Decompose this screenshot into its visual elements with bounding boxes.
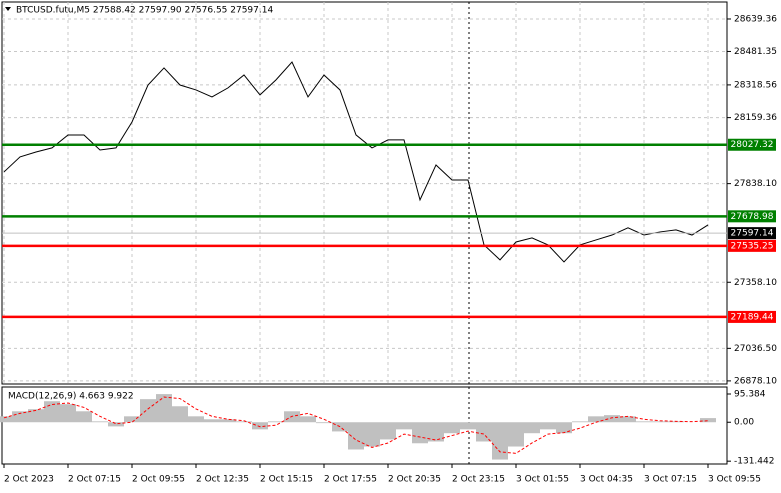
chart-title: BTCUSD.futu,M5 27588.42 27597.90 27576.5… — [16, 6, 273, 16]
macd-bar — [76, 411, 92, 423]
macd-bar — [396, 422, 412, 430]
macd-bar — [476, 422, 492, 442]
y-tick-label: 27036.50 — [734, 344, 777, 354]
price-panel — [1, 1, 728, 385]
y-tick-label: 27838.10 — [734, 179, 777, 189]
macd-bar — [188, 416, 204, 423]
macd-panel — [1, 386, 728, 465]
macd-title: MACD(12,26,9) 4.663 9.922 — [8, 392, 134, 402]
macd-bar — [236, 421, 252, 423]
macd-bar — [444, 422, 460, 434]
grid — [2, 2, 727, 384]
macd-bar — [12, 411, 28, 423]
macd-bar — [348, 422, 364, 450]
x-tick-label: 3 Oct 04:35 — [580, 475, 633, 485]
macd-bar — [316, 422, 332, 424]
macd-bar — [652, 421, 668, 423]
macd-bar — [140, 399, 156, 423]
macd-bar — [300, 416, 316, 423]
y-tick-label: 28318.56 — [734, 80, 777, 90]
x-tick-label: 3 Oct 07:15 — [644, 475, 697, 485]
price-line — [3, 61, 709, 263]
x-tick-label: 3 Oct 09:55 — [708, 475, 761, 485]
level-label: 27597.14 — [731, 229, 774, 239]
x-tick-label: 2 Oct 15:15 — [260, 475, 313, 485]
macd-bar — [252, 422, 268, 430]
x-tick-label: 2 Oct 09:55 — [132, 475, 185, 485]
macd-bar — [60, 404, 76, 423]
macd-bar — [0, 416, 12, 423]
y-tick-label: 28639.36 — [734, 14, 777, 24]
macd-bar — [28, 409, 44, 423]
level-label: 27678.98 — [731, 212, 774, 222]
macd-bar — [540, 422, 556, 430]
level-label: 28027.32 — [731, 140, 774, 150]
y-tick-label: 0.00 — [734, 418, 754, 428]
level-label: 27189.44 — [731, 312, 774, 322]
macd-bar — [172, 406, 188, 423]
level-label-bg — [728, 138, 776, 151]
macd-bar — [524, 422, 540, 434]
macd-bar — [428, 422, 444, 442]
x-tick-label: 2 Oct 17:55 — [324, 475, 377, 485]
macd-bar — [156, 394, 172, 423]
level-label-bg — [728, 227, 776, 240]
macd-bar — [620, 416, 636, 423]
y-tick-label: 28159.36 — [734, 113, 777, 123]
x-tick-label: 2 Oct 23:15 — [452, 475, 505, 485]
macd-bar — [572, 421, 588, 423]
y-tick-label: 95.384 — [734, 389, 766, 399]
x-tick-label: 2 Oct 2023 — [4, 475, 54, 485]
macd-bar — [412, 422, 428, 444]
level-label-bg — [728, 239, 776, 252]
x-tick-label: 2 Oct 07:15 — [68, 475, 121, 485]
y-tick-label: 28481.35 — [734, 47, 777, 57]
macd-bar — [492, 422, 508, 460]
menu-arrow — [5, 7, 11, 11]
macd-bar — [508, 422, 524, 447]
macd-bar — [92, 421, 108, 423]
level-label-bg — [728, 310, 776, 323]
level-label-bg — [728, 210, 776, 223]
macd-bar — [380, 422, 396, 440]
macd-bar — [220, 419, 236, 423]
macd-bar — [268, 421, 284, 423]
macd-bar — [364, 422, 380, 447]
macd-bar — [108, 422, 124, 427]
y-tick-label: 27358.10 — [734, 278, 777, 288]
macd-bar — [700, 418, 716, 423]
macd-bar — [556, 422, 572, 434]
macd-bar — [636, 421, 652, 423]
macd-bar — [604, 415, 620, 423]
macd-bar — [124, 416, 140, 423]
macd-bar — [460, 422, 476, 430]
x-tick-label: 3 Oct 01:55 — [516, 475, 569, 485]
x-tick-label: 2 Oct 12:35 — [196, 475, 249, 485]
y-tick-label: -131.442 — [734, 457, 774, 467]
x-tick-label: 2 Oct 20:35 — [388, 475, 441, 485]
level-label: 27535.25 — [731, 241, 774, 251]
macd-bar — [204, 419, 220, 423]
macd-bar — [588, 416, 604, 423]
y-tick-label: 26878.10 — [734, 376, 777, 386]
